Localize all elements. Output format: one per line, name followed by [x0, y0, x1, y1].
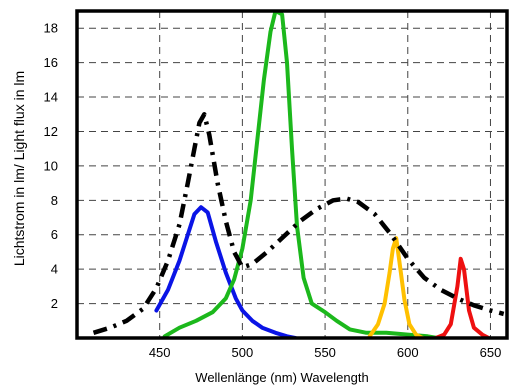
- y-tick-label: 2: [51, 296, 58, 311]
- plot-frame: [75, 9, 509, 340]
- x-tick-label: 500: [232, 345, 254, 360]
- y-tick-label: 12: [44, 124, 58, 139]
- x-tick-label: 600: [397, 345, 419, 360]
- y-tick-label: 16: [44, 55, 58, 70]
- series-line-5: [92, 112, 505, 335]
- y-tick-label: 6: [51, 227, 58, 242]
- spectrum-curves: [92, 11, 505, 338]
- y-tick-label: 4: [51, 262, 58, 277]
- series-line-2: [162, 11, 440, 338]
- y-tick-label: 14: [44, 90, 58, 105]
- y-tick-labels: 2 4 6 8 10 12 14 16 18: [44, 21, 58, 311]
- series-line-4: [433, 256, 491, 338]
- y-tick-label: 18: [44, 21, 58, 36]
- grid-lines: [77, 11, 507, 338]
- series-line-1: [154, 205, 298, 338]
- y-tick-label: 10: [44, 158, 58, 173]
- y-tick-label: 8: [51, 193, 58, 208]
- x-tick-label: 550: [314, 345, 336, 360]
- x-tick-label: 450: [149, 345, 171, 360]
- x-axis-title: Wellenlänge (nm) Wavelength: [195, 370, 368, 385]
- x-tick-labels: 450 500 550 600 650: [149, 345, 501, 360]
- y-axis-title: Lichtstrom in lm/ Light flux in lm: [11, 71, 27, 266]
- x-tick-label: 650: [480, 345, 502, 360]
